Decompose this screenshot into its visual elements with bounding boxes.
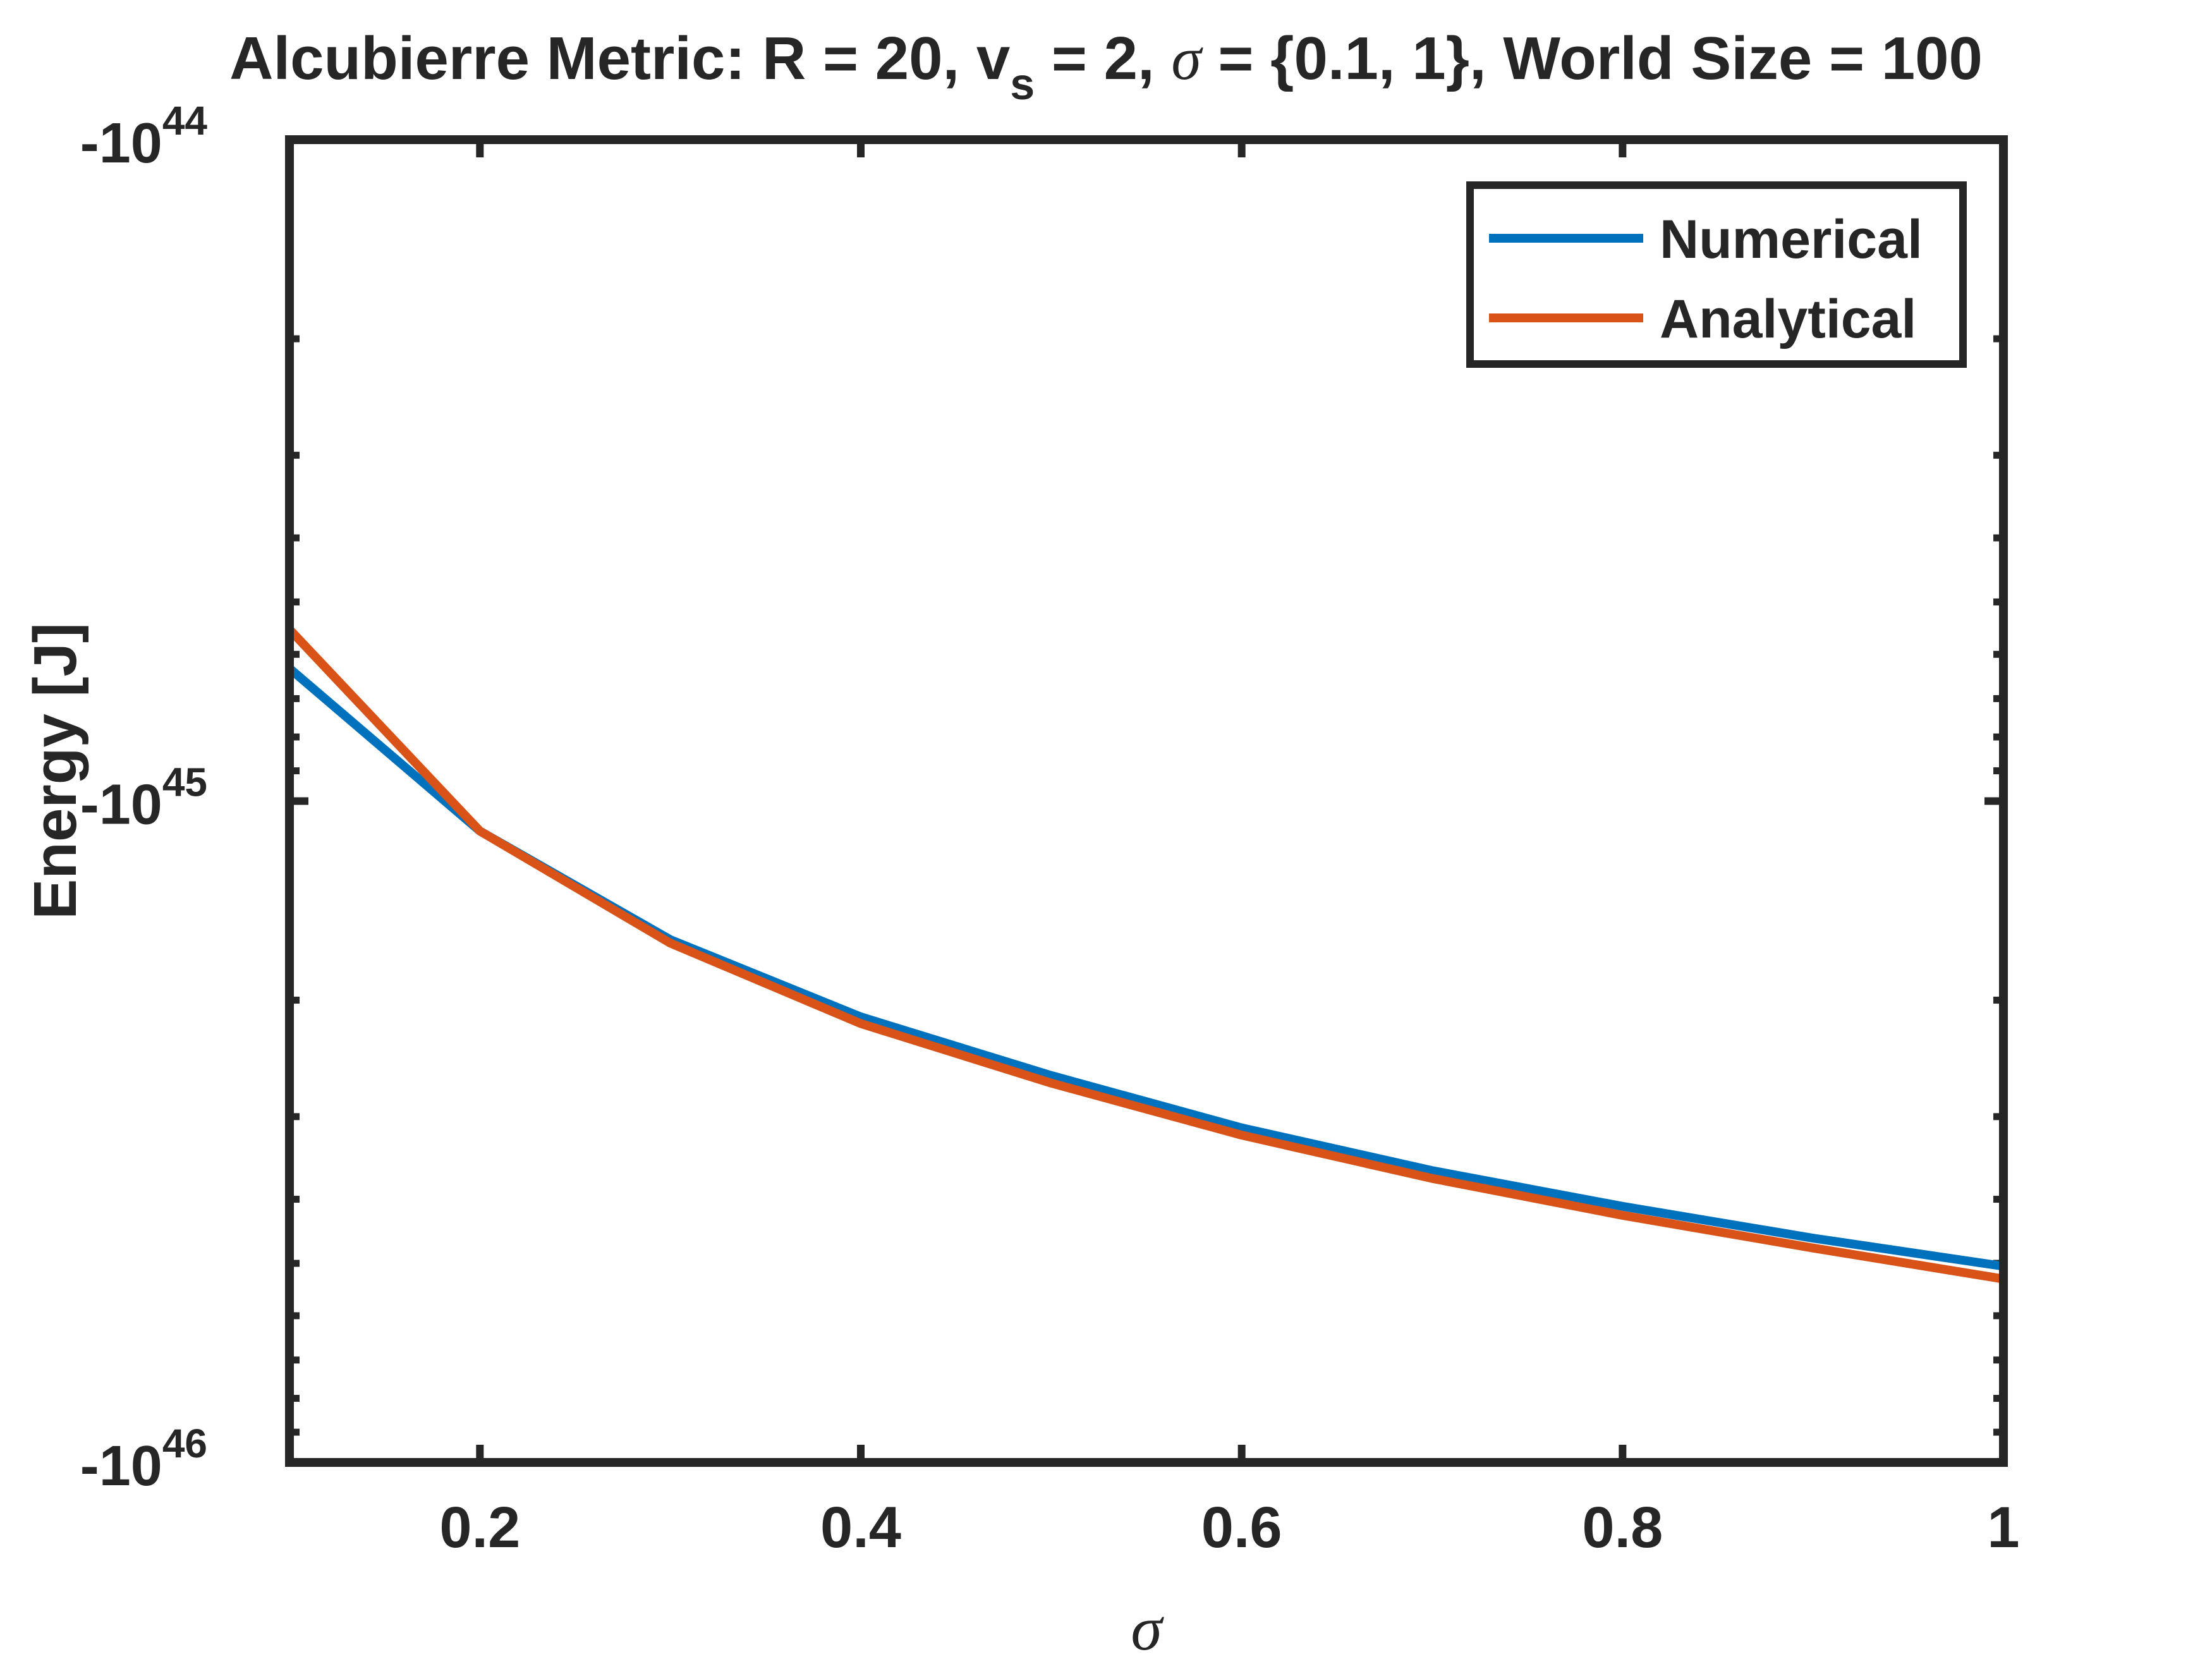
y-axis-label: Energy [J] [21, 623, 89, 919]
x-tick-label: 0.2 [439, 1495, 520, 1560]
y-tick-label: -1046 [80, 1421, 207, 1498]
x-tick-label: 0.6 [1201, 1495, 1282, 1560]
series-line-numerical [286, 665, 2005, 1271]
y-tick-labels: -1044 -1045 -1046 [80, 98, 208, 1498]
x-tick-label: 0.4 [820, 1495, 901, 1560]
title-suffix: = {0.1, 1}, World Size = 100 [1201, 25, 1983, 92]
legend-box [1466, 181, 1967, 368]
series-line-analytical [286, 626, 2005, 1284]
plot-frame [285, 135, 2008, 1467]
title-middle: = 2, [1035, 25, 1171, 92]
x-axis-label: σ [1131, 1593, 1164, 1659]
title-prefix: Alcubierre Metric: R = 20, v [229, 25, 1010, 92]
legend-label-numerical: Numerical [1660, 209, 1923, 270]
x-tick-label: 0.8 [1582, 1495, 1663, 1560]
x-tick-label: 1 [1987, 1495, 2019, 1560]
x-tick-labels: 0.2 0.4 0.6 0.8 1 [439, 1495, 2019, 1560]
legend: Numerical Analytical [1466, 181, 1967, 368]
series-lines [286, 626, 2005, 1284]
title-symbol: σ [1171, 25, 1203, 92]
legend-label-analytical: Analytical [1660, 289, 1916, 349]
title-subscript: s [1010, 59, 1035, 109]
y-tick-label: -1044 [80, 98, 208, 175]
chart-title: Alcubierre Metric: R = 20, vs = 2, σ = {… [229, 25, 1983, 109]
y-tick-label: -1045 [80, 760, 207, 837]
